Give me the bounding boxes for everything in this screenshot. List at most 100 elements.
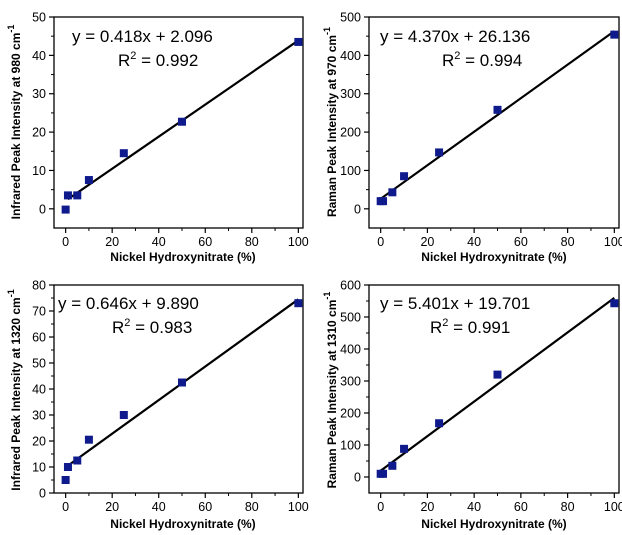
data-point — [435, 148, 444, 157]
x-tick-label: 20 — [105, 235, 119, 249]
x-tick-label: 40 — [467, 235, 481, 249]
y-axis-label: Infrared Peak Intensity at 1320 cm-1 — [6, 289, 23, 490]
x-tick-label: 60 — [198, 500, 212, 514]
y-tick-label: 20 — [32, 435, 46, 449]
y-tick-label: 10 — [32, 461, 46, 475]
y-tick-label: 50 — [32, 11, 46, 25]
x-tick-label: 40 — [152, 500, 166, 514]
data-point — [177, 378, 186, 387]
plot-frame — [53, 16, 304, 229]
data-point — [73, 456, 82, 465]
data-point — [379, 469, 388, 478]
x-tick-label: 100 — [288, 500, 309, 514]
x-tick-label: 100 — [604, 500, 622, 514]
data-point — [73, 191, 82, 200]
r-squared: R2 = 0.983 — [112, 317, 192, 337]
x-tick-label: 60 — [514, 235, 528, 249]
x-tick-label: 20 — [420, 500, 434, 514]
plot-frame — [53, 284, 304, 494]
data-point — [84, 435, 93, 444]
x-tick-label: 20 — [105, 500, 119, 514]
fit-line — [380, 30, 615, 200]
fit-equation: y = 0.646x + 9.890 — [58, 294, 199, 313]
data-point — [493, 370, 502, 379]
data-point — [61, 476, 70, 484]
chart-panel-bottom-right: 0 20 40 60 80 100 0 100 200 300 400 500 600 y = 5.401… — [322, 279, 622, 532]
y-tick-label: 70 — [32, 305, 46, 319]
data-point — [493, 105, 502, 114]
data-point — [119, 411, 128, 419]
y-tick-label: 10 — [32, 164, 46, 178]
y-tick-label: 600 — [340, 279, 361, 293]
x-tick-label: 80 — [561, 235, 575, 249]
data-point — [294, 299, 303, 308]
data-point — [84, 176, 93, 185]
data-point — [435, 419, 444, 428]
x-tick-label: 100 — [604, 235, 622, 249]
fit-equation: y = 0.418x + 2.096 — [72, 27, 213, 46]
y-tick-label: 0 — [354, 202, 361, 216]
y-tick-label: 300 — [340, 375, 361, 389]
y-tick-label: 100 — [340, 439, 361, 453]
x-tick-label: 60 — [198, 235, 212, 249]
data-point — [63, 463, 72, 471]
y-tick-label: 40 — [32, 49, 46, 63]
r-squared: R2 = 0.991 — [430, 317, 510, 337]
fit-equation: y = 4.370x + 26.136 — [380, 27, 530, 46]
y-tick-label: 500 — [340, 11, 361, 25]
r-squared: R2 = 0.994 — [442, 50, 522, 70]
x-tick-label: 100 — [288, 235, 309, 249]
y-tick-label: 0 — [354, 471, 361, 485]
y-tick-label: 200 — [340, 407, 361, 421]
data-point — [610, 30, 619, 39]
y-tick-label: 300 — [340, 87, 361, 101]
chart-panel-top-right: 0 20 40 60 80 100 0 100 200 300 400 500 y = 4.370x +… — [322, 11, 622, 265]
data-point — [379, 197, 388, 206]
chart-panel-bottom-left: 0 20 40 60 80 100 0 10 20 30 40 50 60 70 80 y = 0.646x … — [6, 279, 309, 532]
y-axis-label: Infrared Peak Intensity at 980 cm-1 — [6, 25, 23, 220]
x-tick-label: 80 — [245, 235, 259, 249]
y-tick-label: 0 — [39, 202, 46, 216]
x-axis-label: Nickel Hydroxynitrate (%) — [110, 517, 255, 531]
data-point — [388, 188, 397, 197]
data-point — [294, 37, 303, 46]
data-point — [61, 205, 70, 214]
data-point — [610, 299, 619, 308]
y-tick-label: 400 — [340, 343, 361, 357]
x-tick-label: 0 — [62, 500, 69, 514]
y-tick-label: 60 — [32, 331, 46, 345]
y-tick-label: 100 — [340, 164, 361, 178]
fit-line — [380, 296, 615, 472]
x-tick-label: 0 — [62, 235, 69, 249]
data-point — [119, 149, 128, 158]
y-tick-label: 40 — [32, 383, 46, 397]
y-tick-label: 500 — [340, 311, 361, 325]
x-tick-label: 0 — [377, 500, 384, 514]
plot-frame — [368, 16, 620, 229]
x-axis-label: Nickel Hydroxynitrate (%) — [421, 517, 566, 531]
x-tick-label: 40 — [152, 235, 166, 249]
x-axis-label: Nickel Hydroxynitrate (%) — [110, 250, 255, 264]
x-tick-label: 80 — [561, 500, 575, 514]
data-point — [177, 117, 186, 126]
fit-equation: y = 5.401x + 19.701 — [380, 294, 530, 313]
y-tick-label: 400 — [340, 49, 361, 63]
x-tick-label: 80 — [245, 500, 259, 514]
r-squared: R2 = 0.992 — [118, 50, 198, 70]
y-tick-label: 200 — [340, 126, 361, 140]
y-tick-label: 80 — [32, 279, 46, 293]
x-tick-label: 60 — [514, 500, 528, 514]
x-tick-label: 20 — [420, 235, 434, 249]
x-tick-label: 0 — [377, 235, 384, 249]
data-point — [63, 191, 72, 200]
y-tick-label: 30 — [32, 409, 46, 423]
data-point — [400, 172, 409, 181]
y-tick-label: 30 — [32, 87, 46, 101]
y-tick-label: 50 — [32, 357, 46, 371]
y-tick-label: 20 — [32, 126, 46, 140]
data-point — [388, 461, 397, 470]
plot-frame — [368, 284, 620, 494]
data-point — [400, 444, 409, 453]
